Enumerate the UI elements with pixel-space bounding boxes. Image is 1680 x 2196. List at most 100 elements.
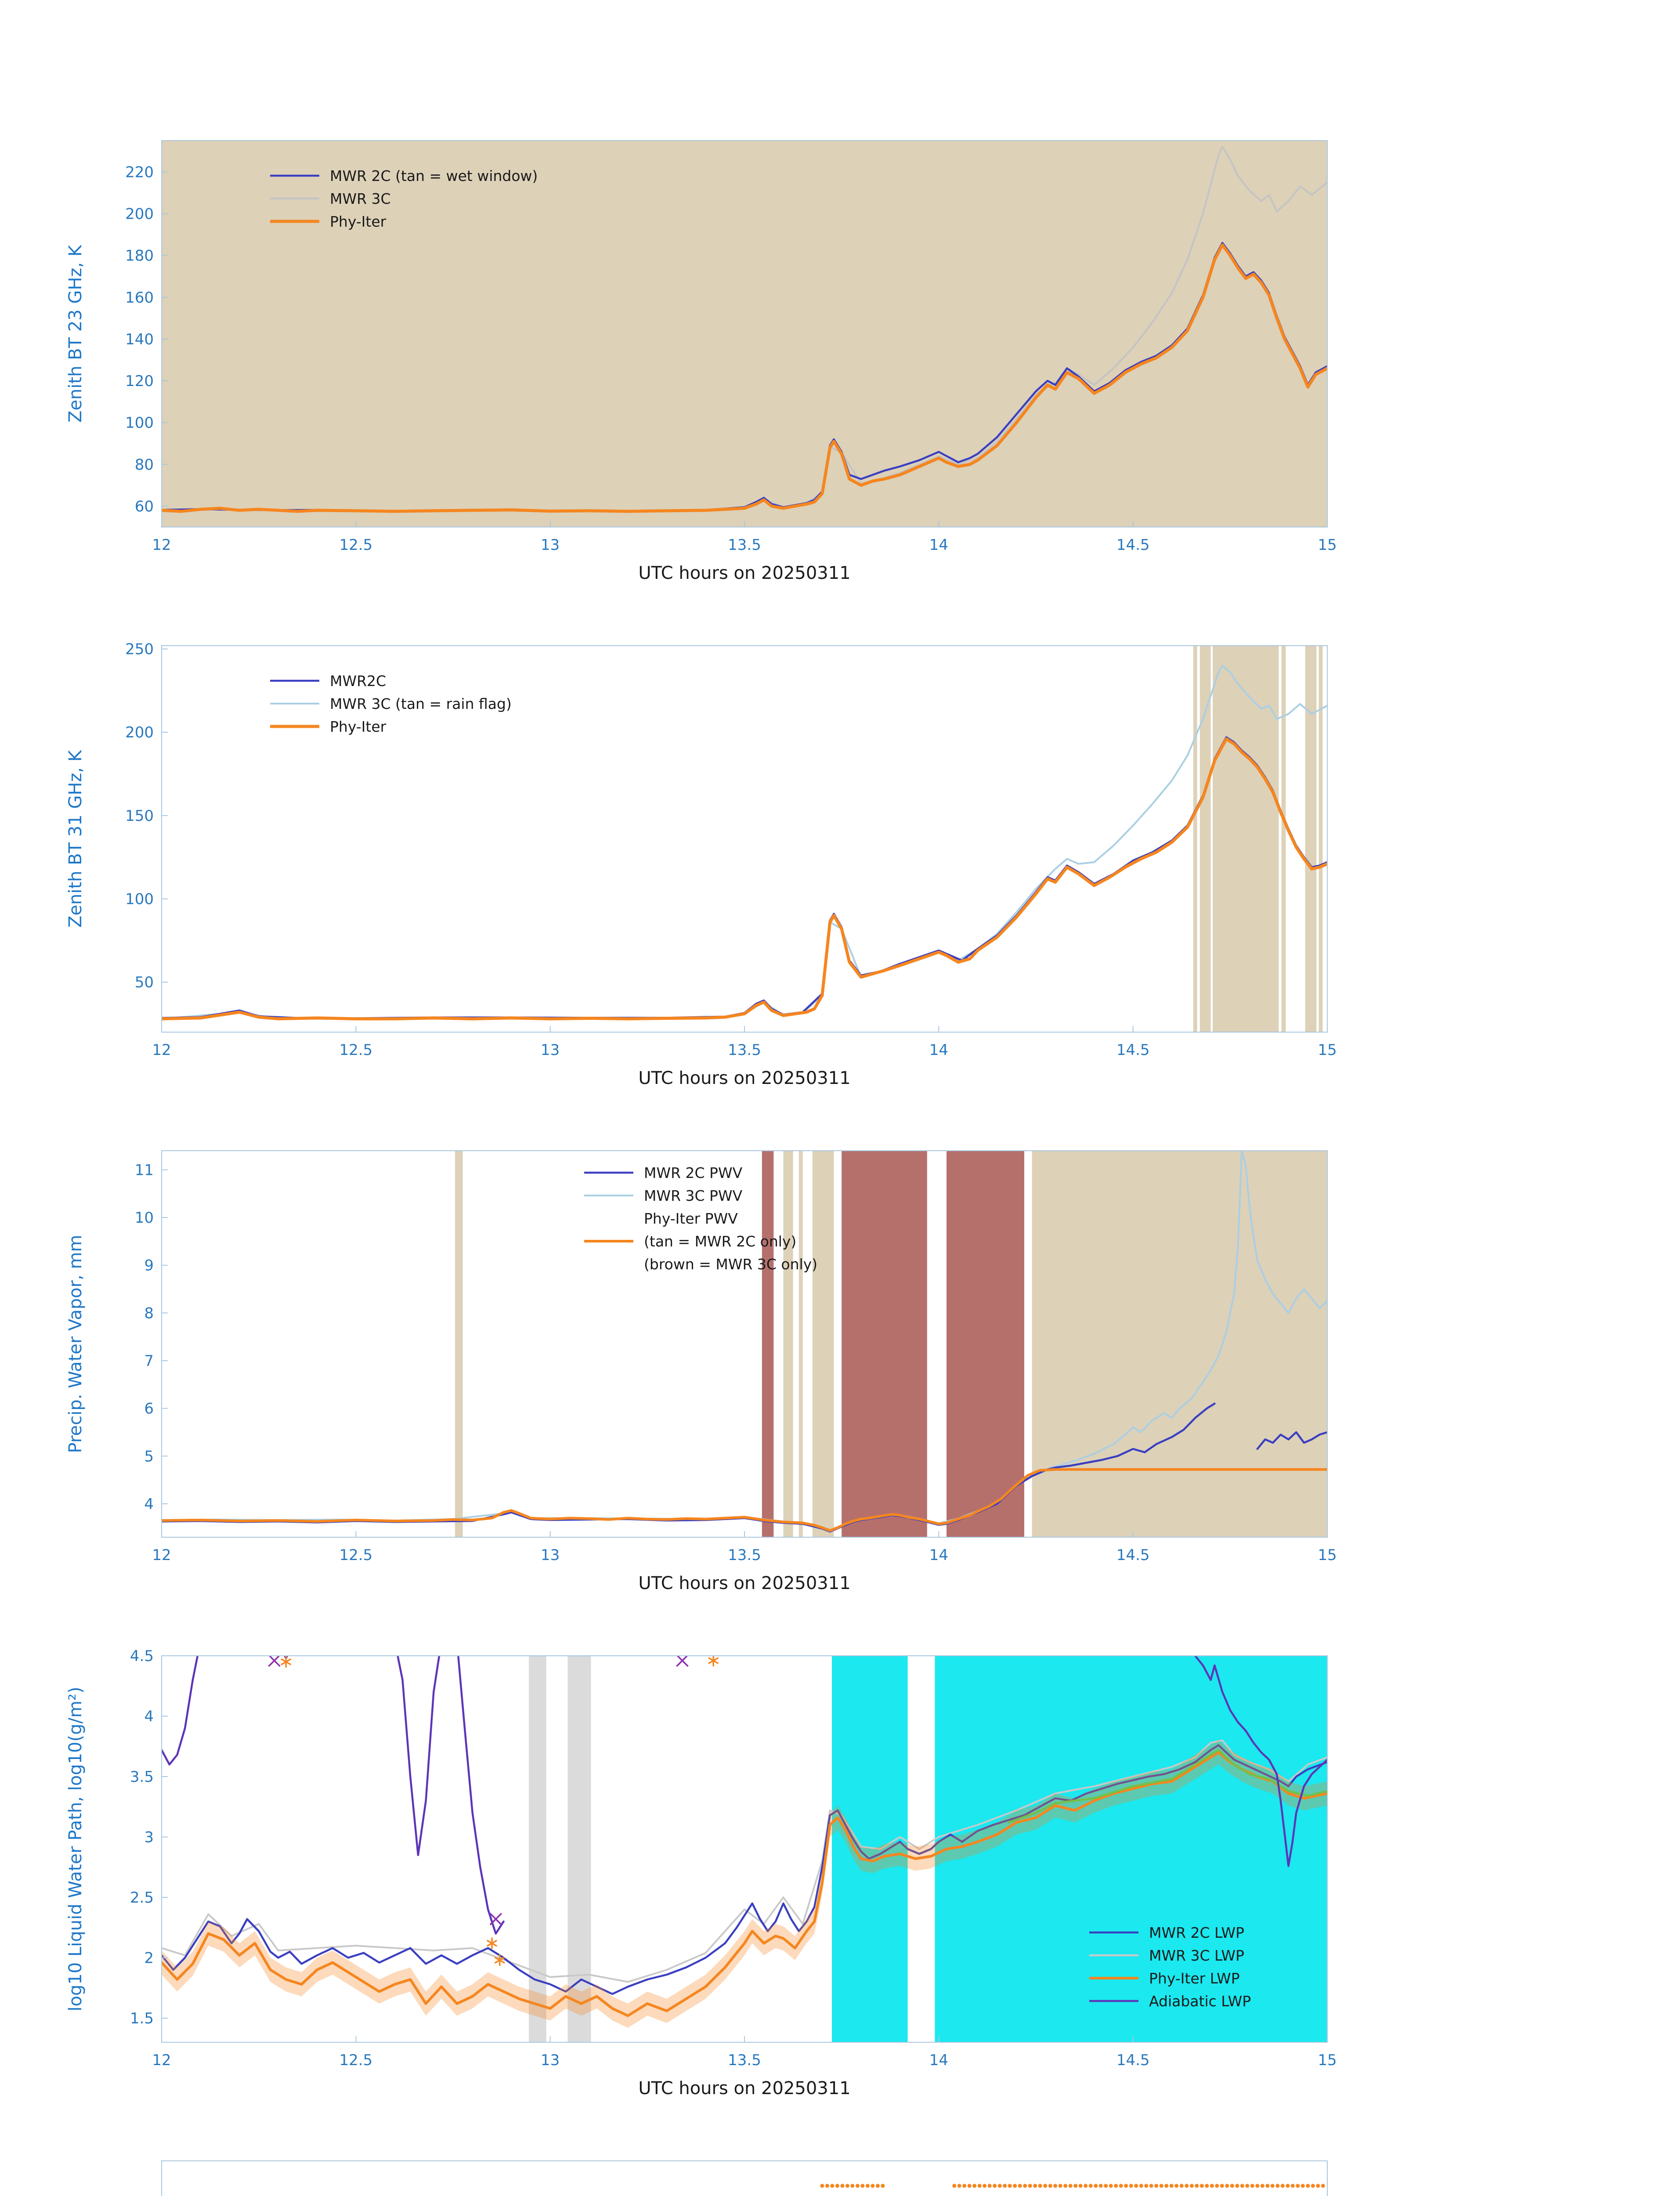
x-tick-label: 12 [152,1041,171,1059]
dq-flag-dot [1094,2184,1098,2188]
brown-band [762,1151,774,1537]
wet-window-band [162,141,1327,527]
dq-flag-dot [1174,2184,1179,2188]
dq-flag-dot [1164,2184,1169,2188]
x-axis-label: UTC hours on 20250311 [638,2078,850,2098]
x-tick-label: 12 [152,2052,171,2069]
dq-flag-dot [1159,2184,1163,2188]
dq-flag-dot [845,2184,849,2188]
dq-flag-dot [1098,2184,1103,2188]
x-tick-label: 14 [929,2052,948,2069]
dq-flag-dot [1316,2184,1320,2188]
dq-flag-dot [1270,2184,1275,2188]
x-tick-label: 12.5 [339,1041,372,1059]
dq-flag-dot [1068,2184,1073,2188]
rain-flag-band [1305,646,1317,1032]
x-tick-label: 12.5 [339,536,372,554]
dq-flag-dot [855,2184,860,2188]
dq-flag-dot [952,2184,957,2188]
dq-flag-dot [957,2184,961,2188]
dq-flag-dot [820,2184,824,2188]
x-tick-label: 13 [541,2052,560,2069]
x-tick-label: 15 [1318,1546,1337,1564]
dq-flag-dot [1144,2184,1149,2188]
bt31-plot-background [162,646,1327,1032]
y-tick-label: 8 [144,1304,154,1322]
y-axis-label: log10 Liquid Water Path, log10(g/m²) [65,1687,86,2011]
lwp-legend: MWR 2C LWP MWR 3C LWP Phy-Iter LWP Adiabati… [1089,1924,1251,2010]
dq-flag-dot [1119,2184,1123,2188]
brown-band [947,1151,1024,1537]
dq-flag-dot [1134,2184,1138,2188]
star-marker [280,1656,292,1668]
y-tick-label: 200 [125,205,154,223]
x-tick-label: 15 [1318,2052,1337,2069]
dq-flag-dot [881,2184,885,2188]
dq-flag-dot [825,2184,829,2188]
dq-flag-dot [987,2184,992,2188]
dq-flag-dot [1038,2184,1042,2188]
cyan-band [935,1656,1327,2042]
dq-flag-dot [1063,2184,1068,2188]
dq-flag-dot [1275,2184,1280,2188]
y-tick-label: 7 [144,1352,154,1370]
dq-flag-dot [1185,2184,1189,2188]
tan-band [783,1151,793,1537]
y-tick-label: 60 [135,498,154,515]
dq-flag-dot [1018,2184,1022,2188]
pwv-chart: 12 12.5 13 13.5 14 14.5 15 4 5 6 7 8 9 10 11 UTC hours … [65,1150,1337,1593]
pwv-legend: MWR 2C PWV MWR 3C PWV Phy-Iter PWV (tan = M… [584,1164,817,1273]
y-tick-label: 140 [125,331,154,348]
dq-flag-dot [1195,2184,1199,2188]
dq-flag-dot [983,2184,987,2188]
dq-flag-dot [1078,2184,1083,2188]
dq-flag-dot [1139,2184,1143,2188]
x-tick-label: 13.5 [728,2052,761,2069]
dq-flag-dot [1114,2184,1118,2188]
legend-label: MWR 2C (tan = wet window) [330,167,538,184]
x-tick-label: 14.5 [1116,536,1150,554]
series-phy-iter-lwp [162,1751,1327,2017]
y-tick-label: 3 [144,1829,154,1846]
legend-label: MWR 2C PWV [644,1164,743,1181]
star-marker [708,1656,719,1666]
legend-label: MWR 3C LWP [1149,1947,1244,1964]
rain-flag-band [1281,646,1286,1032]
tan-band [455,1151,463,1537]
y-tick-label: 2.5 [130,1889,154,1907]
dq-flag-dot [1023,2184,1027,2188]
dq-flag-dot [1210,2184,1214,2188]
x-tick-label: 14 [929,1041,948,1059]
dq-flag-dot [1124,2184,1128,2188]
dq-flag-dot [1260,2184,1265,2188]
star-marker [486,1937,498,1949]
dq-flag-dot [1321,2184,1325,2188]
x-axis-label: UTC hours on 20250311 [638,1068,850,1088]
y-axis-label: Precip. Water Vapor, mm [65,1235,86,1453]
lwp-chart: 12 12.5 13 13.5 14 14.5 15 1.5 2 2.5 3 3.5 4 4.5 UTC h… [65,1647,1337,2098]
dq-flag-dot [1043,2184,1048,2188]
y-tick-label: 11 [135,1161,154,1179]
y-tick-label: 4.5 [130,1647,154,1665]
dq-flag-dot [977,2184,982,2188]
y-tick-label: 160 [125,289,154,307]
panel-lwp: 12 12.5 13 13.5 14 14.5 15 1.5 2 2.5 3 3.5 4 4.5 UTC h… [0,1625,1680,2130]
legend-label: Phy-Iter [330,213,387,230]
legend-label: MWR2C [330,672,386,690]
x-marker [489,1913,502,1925]
dq-flag-dot [1255,2184,1260,2188]
legend-label: Phy-Iter PWV [644,1210,738,1227]
x-axis-label: UTC hours on 20250311 [638,1573,850,1593]
y-tick-label: 4 [144,1708,154,1726]
x-tick-label: 12 [152,536,171,554]
x-tick-label: 14.5 [1116,1041,1150,1059]
dq-flag-dot [1225,2184,1229,2188]
dq-flag-dot [865,2184,870,2188]
cyan-band [832,1656,908,2042]
x-tick-label: 13.5 [728,1546,761,1564]
y-tick-label: 220 [125,163,154,181]
x-marker [268,1656,281,1667]
dq-flag-dot [1154,2184,1159,2188]
